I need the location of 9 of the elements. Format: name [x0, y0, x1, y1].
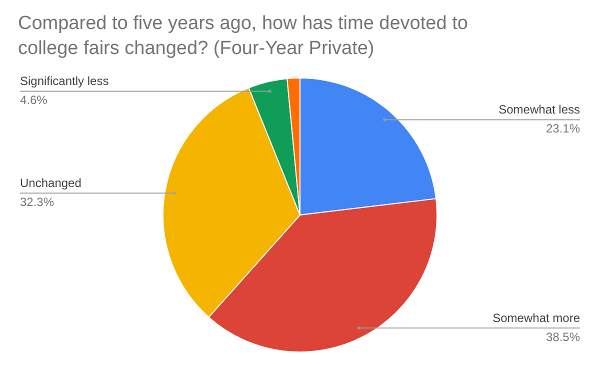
- data-label: 4.6%: [20, 93, 48, 108]
- slice-label: Significantly less: [20, 74, 109, 88]
- slice-label: Unchanged: [20, 176, 82, 190]
- data-label: 32.3%: [20, 195, 54, 210]
- data-label: 23.1%: [546, 122, 580, 136]
- slice-label: Somewhat less: [498, 102, 580, 117]
- slice-label: Somewhat more: [492, 310, 580, 325]
- data-label: 38.5%: [546, 330, 580, 344]
- chart-title: Compared to five years ago, how has time devoted to college fairs changed? (Four-Year Private): [18, 13, 468, 59]
